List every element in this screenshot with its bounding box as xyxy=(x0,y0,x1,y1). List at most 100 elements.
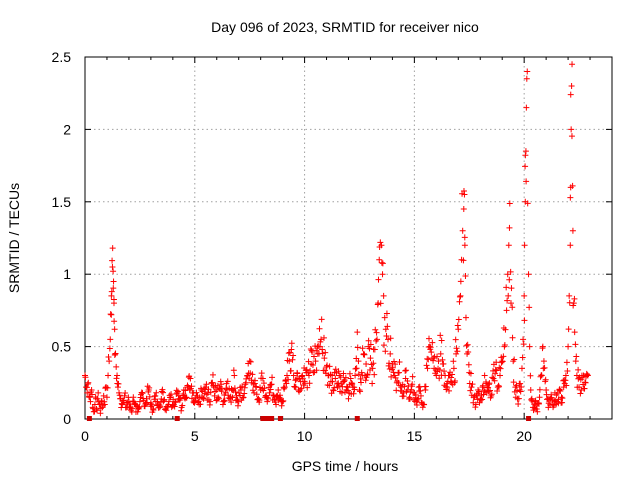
data-point xyxy=(163,407,170,414)
data-point xyxy=(291,383,298,390)
low-marker xyxy=(526,416,532,421)
data-point xyxy=(504,297,511,304)
data-point xyxy=(187,375,194,382)
data-point xyxy=(298,385,305,392)
data-point xyxy=(218,381,225,388)
data-point xyxy=(106,345,113,352)
data-point xyxy=(110,268,117,275)
data-point xyxy=(168,391,175,398)
data-point xyxy=(87,398,94,405)
data-point xyxy=(367,341,374,348)
data-point xyxy=(507,268,514,275)
data-point xyxy=(309,349,316,356)
data-point xyxy=(485,388,492,395)
data-point xyxy=(466,380,473,387)
data-point xyxy=(139,390,146,397)
data-point xyxy=(351,386,358,393)
data-point xyxy=(330,387,337,394)
data-point xyxy=(455,316,462,323)
data-point xyxy=(409,373,416,380)
data-point xyxy=(392,361,399,368)
data-point xyxy=(501,342,508,349)
data-point xyxy=(453,345,460,352)
data-point xyxy=(430,354,437,361)
data-point xyxy=(107,311,114,318)
data-point xyxy=(326,382,333,389)
data-point xyxy=(499,358,506,365)
data-point xyxy=(386,360,393,367)
data-point xyxy=(183,394,190,401)
data-point xyxy=(378,259,385,266)
data-point xyxy=(337,374,344,381)
data-point xyxy=(417,387,424,394)
data-point xyxy=(396,369,403,376)
data-point xyxy=(121,392,128,399)
data-point xyxy=(104,384,111,391)
data-point xyxy=(255,395,262,402)
data-point xyxy=(503,307,510,314)
data-point xyxy=(188,395,195,402)
data-point xyxy=(422,383,429,390)
data-point xyxy=(136,398,143,405)
data-point xyxy=(505,292,512,299)
axis-ticks: 0 5 10 15 20 0 0.5 1 1.5 2 2.5 xyxy=(52,49,612,444)
data-point xyxy=(305,372,312,379)
data-point xyxy=(322,349,329,356)
data-point xyxy=(540,358,547,365)
data-point xyxy=(204,389,211,396)
data-point xyxy=(479,382,486,389)
data-point xyxy=(153,389,160,396)
data-point xyxy=(376,256,383,263)
data-point xyxy=(285,376,292,383)
data-point xyxy=(434,353,441,360)
data-point xyxy=(113,375,120,382)
data-point xyxy=(359,345,366,352)
data-point xyxy=(110,300,117,307)
data-point xyxy=(533,406,540,413)
data-point xyxy=(497,365,504,372)
data-point xyxy=(366,345,373,352)
data-point xyxy=(479,396,486,403)
data-point xyxy=(493,367,500,374)
data-point xyxy=(265,395,272,402)
data-point xyxy=(97,410,104,417)
data-point xyxy=(391,358,398,365)
data-point xyxy=(290,352,297,359)
data-point xyxy=(146,393,153,400)
data-point xyxy=(249,371,256,378)
data-point xyxy=(557,388,564,395)
data-point xyxy=(528,396,535,403)
data-point xyxy=(581,385,588,392)
data-point xyxy=(165,398,172,405)
data-point xyxy=(207,389,214,396)
data-point xyxy=(316,325,323,332)
data-point xyxy=(475,387,482,394)
data-point xyxy=(313,347,320,354)
data-point xyxy=(435,358,442,365)
data-point xyxy=(511,356,518,363)
data-point xyxy=(520,341,527,348)
data-point xyxy=(401,383,408,390)
data-point xyxy=(350,390,357,397)
data-point xyxy=(224,378,231,385)
data-point xyxy=(335,368,342,375)
x-tick-label: 0 xyxy=(81,428,89,444)
data-point xyxy=(313,367,320,374)
data-point xyxy=(424,365,431,372)
y-axis-label: SRMTID / TECUs xyxy=(6,183,22,293)
data-point xyxy=(285,350,292,357)
data-point xyxy=(273,401,280,408)
y-tick-label: 1 xyxy=(63,266,71,282)
data-point xyxy=(215,394,222,401)
data-point xyxy=(83,384,90,391)
data-point xyxy=(565,326,572,333)
data-point xyxy=(136,404,143,411)
data-point xyxy=(94,407,101,414)
data-point xyxy=(142,400,149,407)
data-point xyxy=(476,399,483,406)
data-point xyxy=(354,329,361,336)
data-point xyxy=(570,300,577,307)
data-point xyxy=(186,386,193,393)
data-point xyxy=(460,206,467,213)
data-point xyxy=(568,126,575,133)
